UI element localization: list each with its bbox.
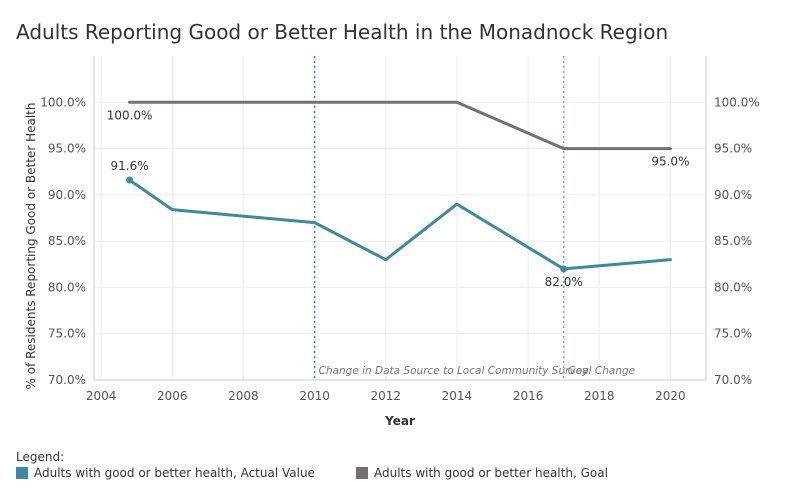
y-tick-label-left: 100.0% bbox=[40, 95, 86, 109]
y-tick-label-right: 90.0% bbox=[714, 188, 752, 202]
x-axis-title: Year bbox=[384, 414, 415, 428]
reference-line-label: Change in Data Source to Local Community… bbox=[319, 365, 590, 377]
x-tick-label: 2016 bbox=[513, 389, 544, 403]
data-point bbox=[126, 176, 134, 184]
x-tick-label: 2014 bbox=[442, 389, 473, 403]
data-label: 95.0% bbox=[651, 155, 689, 169]
x-tick-label: 2012 bbox=[370, 389, 401, 403]
y-tick-label-left: 75.0% bbox=[48, 327, 86, 341]
reference-line-label: Goal Change bbox=[568, 365, 635, 377]
y-tick-label-right: 100.0% bbox=[714, 95, 760, 109]
x-tick-label: 2018 bbox=[584, 389, 615, 403]
data-label: 91.6% bbox=[111, 159, 149, 173]
data-label: 82.0% bbox=[545, 275, 583, 289]
legend-label-actual: Adults with good or better health, Actua… bbox=[34, 466, 315, 480]
x-tick-label: 2008 bbox=[228, 389, 259, 403]
legend-item-actual: Adults with good or better health, Actua… bbox=[16, 466, 315, 480]
y-tick-label-right: 75.0% bbox=[714, 327, 752, 341]
y-tick-label-right: 70.0% bbox=[714, 373, 752, 387]
x-tick-label: 2020 bbox=[655, 389, 686, 403]
y-tick-label-right: 95.0% bbox=[714, 142, 752, 156]
x-tick-label: 2004 bbox=[86, 389, 117, 403]
y-tick-label-left: 70.0% bbox=[48, 373, 86, 387]
y-tick-label-left: 95.0% bbox=[48, 142, 86, 156]
y-tick-label-left: 85.0% bbox=[48, 234, 86, 248]
data-label: 100.0% bbox=[107, 108, 153, 122]
x-tick-label: 2006 bbox=[157, 389, 188, 403]
data-point bbox=[560, 265, 568, 273]
line-chart: 70.0% 70.0% 75.0% 75.0% 80.0% 80.0% 85.0% 85.0%… bbox=[24, 56, 760, 428]
y-tick-label-left: 90.0% bbox=[48, 188, 86, 202]
legend-swatch-actual bbox=[16, 467, 28, 479]
y-axis-title: % of Residents Reporting Good or Better … bbox=[24, 103, 38, 390]
chart-title: Adults Reporting Good or Better Health i… bbox=[16, 20, 669, 44]
legend-label-goal: Adults with good or better health, Goal bbox=[374, 466, 608, 480]
series-line-goal bbox=[128, 100, 672, 151]
x-tick-label: 2010 bbox=[299, 389, 330, 403]
series-line-actual bbox=[128, 178, 672, 271]
legend-title: Legend: bbox=[16, 450, 65, 464]
y-tick-label-right: 85.0% bbox=[714, 234, 752, 248]
legend-item-goal: Adults with good or better health, Goal bbox=[356, 466, 608, 480]
y-tick-label-right: 80.0% bbox=[714, 280, 752, 294]
legend-swatch-goal bbox=[356, 467, 368, 479]
y-tick-label-left: 80.0% bbox=[48, 280, 86, 294]
